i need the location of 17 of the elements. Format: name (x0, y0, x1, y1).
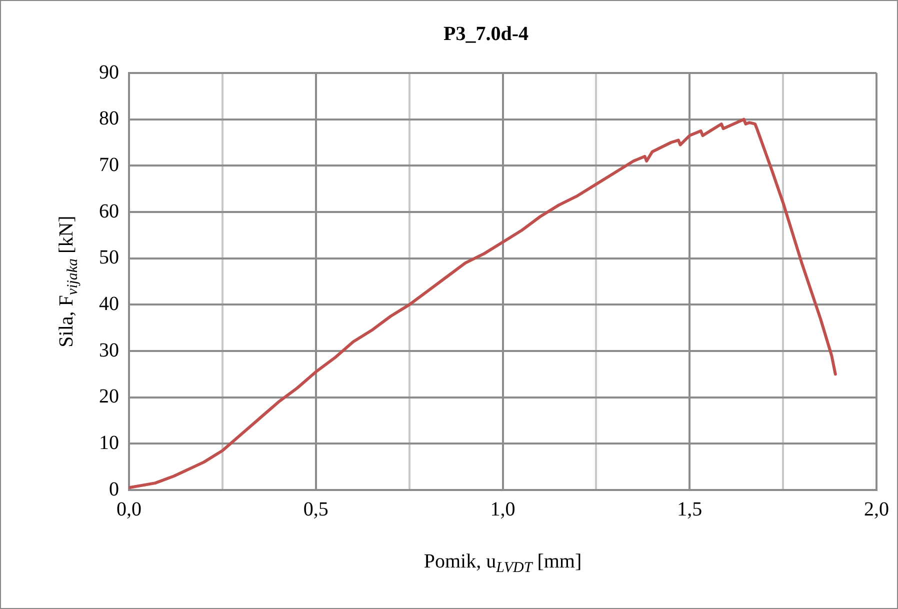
chart-title: P3_7.0d-4 (444, 23, 528, 46)
y-tick-label: 40 (99, 292, 119, 315)
x-tick-label: 1,0 (490, 498, 516, 520)
y-tick-label: 10 (99, 432, 119, 454)
y-axis-title: Sila, Fvijaka [kN] (55, 216, 81, 348)
x-tick-label: 2,0 (864, 498, 889, 520)
y-tick-label: 80 (99, 108, 119, 130)
y-tick-label: 70 (99, 154, 119, 176)
y-tick-label: 60 (99, 200, 119, 222)
y-tick-label: 30 (99, 339, 119, 362)
y-tick-label: 90 (99, 61, 119, 84)
x-tick-label: 0,0 (116, 498, 142, 520)
y-tick-label: 20 (99, 386, 119, 408)
y-tick-label: 50 (99, 246, 119, 269)
y-tick-label: 0 (109, 478, 119, 500)
x-tick-label: 1,5 (677, 498, 702, 520)
x-tick-label: 0,5 (303, 498, 328, 520)
